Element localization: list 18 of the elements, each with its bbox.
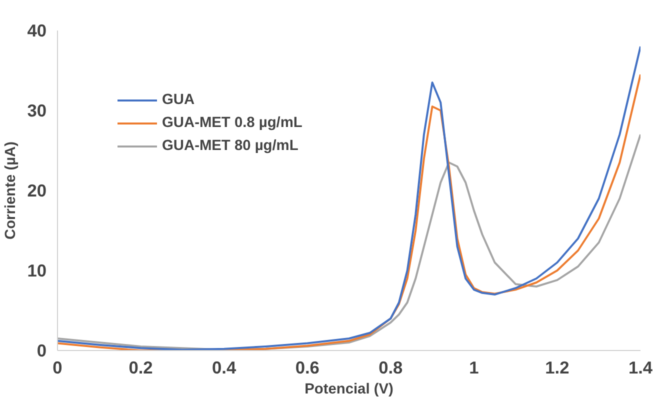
legend-label: GUA-MET 0.8 µg/mL: [162, 115, 302, 131]
y-tick-label: 20: [27, 180, 47, 200]
x-tick-label: 0.8: [378, 358, 404, 378]
y-tick-label: 10: [27, 260, 47, 280]
x-tick-label: 1: [469, 358, 480, 378]
legend-label: GUA-MET 80 µg/mL: [162, 138, 298, 154]
x-tick-label: 0: [52, 358, 62, 378]
y-tick-label: 40: [27, 20, 47, 40]
y-tick-label: 0: [36, 340, 47, 360]
legend-label: GUA: [162, 92, 195, 108]
x-tick-label: 1.4: [628, 358, 653, 378]
y-tick-label: 30: [27, 100, 47, 120]
x-tick-label: 0.2: [128, 358, 153, 378]
x-tick-label: 1.2: [545, 358, 570, 378]
x-axis-title: Potencial (V): [304, 382, 394, 398]
y-axis-title: Corriente (µA): [3, 141, 20, 240]
x-tick-label: 0.6: [295, 358, 320, 378]
x-tick-label: 0.4: [212, 358, 236, 378]
